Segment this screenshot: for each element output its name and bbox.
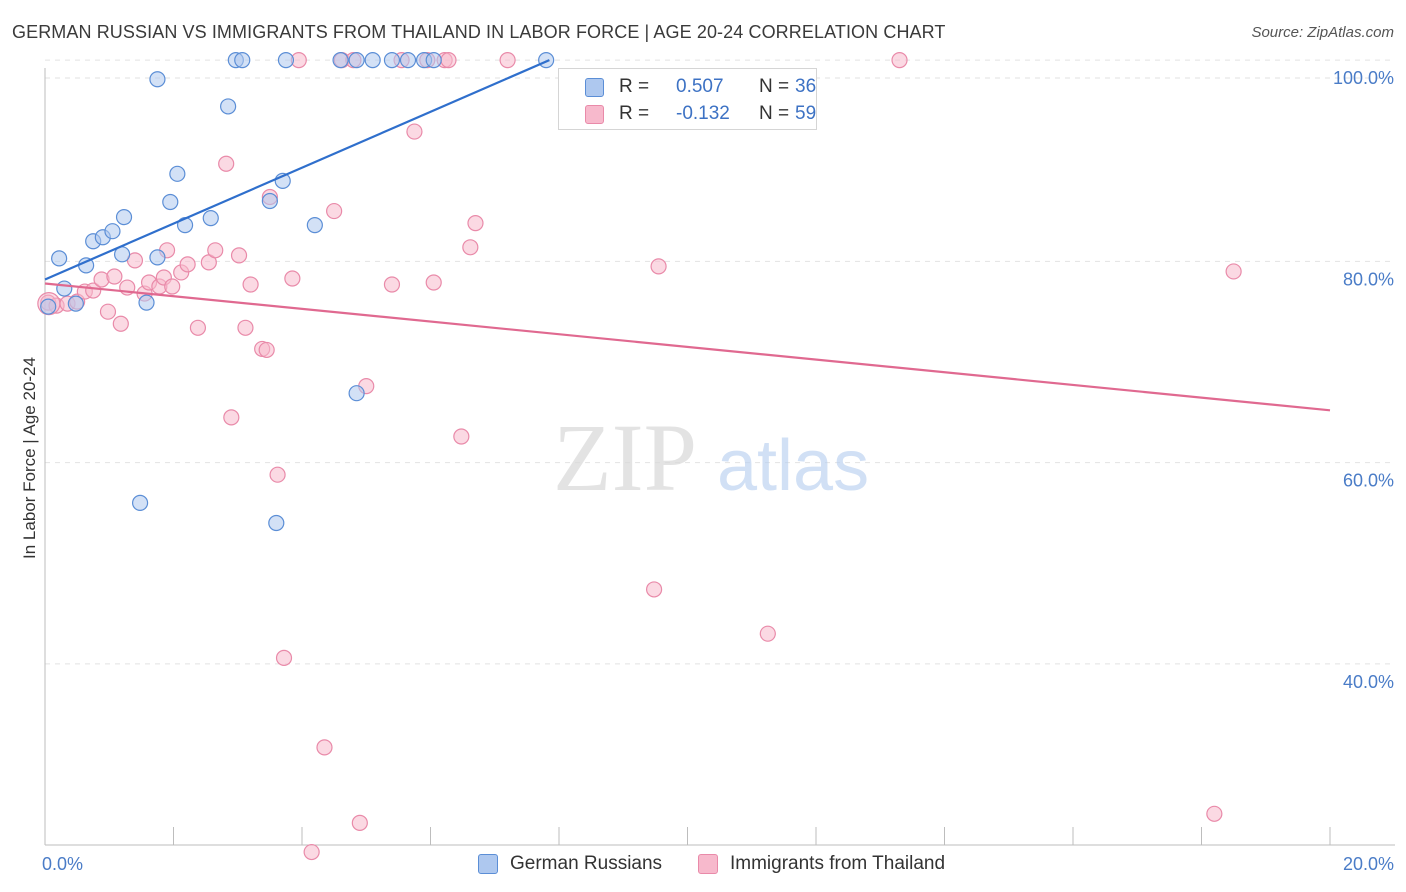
legend-german-label: German Russians (510, 853, 663, 874)
thai-point-53 (645, 581, 663, 598)
german-point-28 (399, 52, 417, 69)
german-point-35 (268, 514, 285, 532)
german-point-22 (277, 52, 295, 69)
thai-point-42 (383, 276, 401, 293)
trend-lines (44, 59, 1331, 412)
thai-point-20 (189, 319, 207, 336)
watermark-zip: ZIP (553, 404, 697, 511)
x-tick-label-max: 20.0% (1343, 854, 1394, 874)
german-point-7 (104, 223, 121, 240)
german-point-0 (40, 298, 57, 315)
german-point-30 (425, 52, 442, 69)
thai-point-9 (112, 315, 129, 332)
thai-r-label: R = (619, 103, 650, 124)
german-point-11 (149, 249, 166, 266)
source-text: Source: ZipAtlas.com (1251, 24, 1394, 41)
thai-point-19 (179, 256, 196, 273)
bottom-legend: German Russians Immigrants from Thailand (0, 852, 1406, 876)
thai-point-50 (462, 239, 479, 256)
chart-title: GERMAN RUSSIAN VS IMMIGRANTS FROM THAILA… (12, 22, 946, 42)
y-tick-label-3: 40.0% (1343, 672, 1394, 692)
german-point-24 (332, 52, 349, 69)
thai-point-49 (453, 428, 470, 445)
watermark: ZIP atlas (553, 404, 869, 511)
german-r-label: R = (619, 76, 650, 97)
german-point-12 (162, 193, 179, 211)
thai-point-36 (316, 739, 333, 756)
german-n-value: 36 (795, 76, 817, 97)
thai-point-40 (351, 814, 368, 831)
german-swatch (585, 78, 604, 97)
legend-thai-label: Immigrants from Thailand (730, 853, 946, 874)
german-point-20 (261, 192, 278, 210)
german-point-19 (234, 52, 251, 69)
thai-point-56 (891, 52, 908, 69)
thai-point-22 (207, 242, 224, 259)
y-tick-label-0: 100.0% (1333, 68, 1394, 88)
thai-point-32 (275, 649, 293, 666)
german-r-value: 0.507 (676, 76, 724, 97)
thai-point-26 (237, 319, 254, 336)
thai-point-23 (218, 155, 235, 172)
german-point-2 (56, 280, 73, 297)
german-point-16 (149, 71, 166, 88)
legend-german-swatch (478, 854, 498, 874)
german-trend-line (44, 59, 550, 281)
german-point-8 (115, 209, 133, 226)
thai-trend-line (44, 282, 1331, 412)
german-point-33 (348, 385, 365, 402)
thai-point-7 (99, 303, 117, 320)
german-point-23 (306, 217, 323, 234)
german-point-1 (51, 250, 68, 267)
thai-point-17 (164, 278, 181, 295)
thai-point-58 (1206, 805, 1223, 822)
thai-point-27 (242, 276, 259, 293)
thai-point-37 (326, 202, 343, 220)
german-point-25 (348, 52, 365, 69)
x-axis-ticks (44, 827, 1331, 845)
thai-point-44 (406, 123, 423, 140)
german-point-31 (538, 52, 555, 69)
x-tick-label-min: 0.0% (42, 854, 83, 874)
thai-point-35 (303, 843, 320, 861)
thai-point-57 (1225, 263, 1242, 280)
legend-thai-swatch (698, 854, 718, 874)
german-point-15 (169, 165, 186, 182)
thai-point-25 (230, 247, 248, 264)
german-point-10 (138, 294, 155, 311)
thai-point-8 (106, 268, 123, 285)
thai-point-52 (499, 52, 516, 69)
thai-point-33 (284, 270, 301, 287)
german-point-14 (202, 210, 219, 227)
y-tick-label-1: 80.0% (1343, 269, 1394, 289)
thai-point-31 (269, 466, 286, 483)
thai-point-48 (440, 52, 457, 69)
thai-point-51 (467, 215, 484, 232)
german-point-27 (383, 52, 401, 69)
thai-point-24 (223, 409, 240, 426)
thai-n-value: 59 (795, 103, 817, 124)
series-german-russian-points (40, 52, 709, 532)
thai-point-55 (759, 625, 776, 642)
german-point-17 (220, 98, 237, 115)
german-point-34 (131, 494, 149, 511)
y-tick-label-2: 60.0% (1343, 471, 1394, 491)
watermark-atlas: atlas (717, 426, 869, 506)
axes (44, 68, 1395, 846)
thai-r-value: -0.132 (676, 103, 730, 124)
gridlines (45, 59, 1395, 665)
thai-point-29 (258, 341, 275, 359)
y-axis-tick-labels: 100.0% 80.0% 60.0% 40.0% (1333, 68, 1394, 692)
x-axis-tick-labels: 0.0% 20.0% (42, 854, 1394, 874)
thai-point-46 (425, 274, 442, 291)
german-n-label: N = (759, 76, 790, 97)
thai-swatch (585, 105, 604, 124)
thai-n-label: N = (759, 103, 790, 124)
thai-point-54 (650, 258, 667, 275)
stats-legend-box: R = 0.507 N = 36 R = -0.132 N = 59 (558, 68, 817, 130)
german-point-3 (67, 295, 84, 312)
german-point-26 (364, 52, 381, 69)
